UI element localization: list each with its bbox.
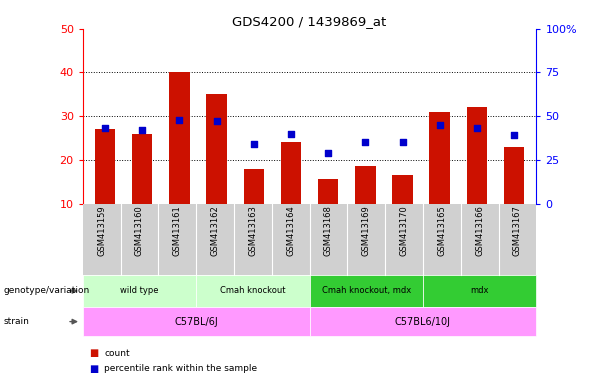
Point	[509, 132, 519, 139]
Text: Cmah knockout, mdx: Cmah knockout, mdx	[322, 286, 411, 295]
Point	[211, 118, 221, 124]
Text: wild type: wild type	[120, 286, 159, 295]
Bar	[392, 175, 413, 204]
Text: GSM413165: GSM413165	[437, 205, 446, 256]
Point	[249, 141, 259, 147]
Text: GSM413169: GSM413169	[362, 205, 371, 256]
Text: ■: ■	[89, 348, 98, 358]
Bar	[281, 142, 301, 204]
Text: C57BL6/10J: C57BL6/10J	[395, 316, 451, 327]
Text: ■: ■	[89, 364, 98, 374]
Bar	[318, 179, 338, 204]
Text: GSM413164: GSM413164	[286, 205, 295, 256]
Bar	[355, 166, 376, 204]
Point	[398, 139, 408, 146]
Text: GSM413168: GSM413168	[324, 205, 333, 256]
Bar	[207, 94, 227, 204]
Text: genotype/variation: genotype/variation	[3, 286, 89, 295]
Bar	[430, 112, 450, 204]
Text: C57BL/6J: C57BL/6J	[174, 316, 218, 327]
Text: GSM413167: GSM413167	[513, 205, 522, 256]
Text: GSM413162: GSM413162	[210, 205, 219, 256]
Text: Cmah knockout: Cmah knockout	[220, 286, 286, 295]
Text: GSM413170: GSM413170	[400, 205, 409, 256]
Bar	[504, 147, 524, 204]
Text: count: count	[104, 349, 130, 358]
Bar	[169, 73, 189, 204]
Text: GSM413160: GSM413160	[135, 205, 144, 256]
Text: GSM413166: GSM413166	[475, 205, 484, 256]
Point	[323, 150, 333, 156]
Text: percentile rank within the sample: percentile rank within the sample	[104, 364, 257, 373]
Point	[360, 139, 370, 146]
Point	[100, 125, 110, 131]
Text: GSM413161: GSM413161	[173, 205, 182, 256]
Bar	[466, 108, 487, 204]
Text: GSM413159: GSM413159	[97, 205, 106, 256]
Bar	[243, 169, 264, 204]
Point	[435, 122, 444, 128]
Text: GSM413163: GSM413163	[248, 205, 257, 256]
Title: GDS4200 / 1439869_at: GDS4200 / 1439869_at	[232, 15, 387, 28]
Point	[175, 117, 185, 123]
Text: strain: strain	[3, 317, 29, 326]
Point	[472, 125, 482, 131]
Text: mdx: mdx	[470, 286, 489, 295]
Point	[286, 131, 296, 137]
Bar	[132, 134, 153, 204]
Bar	[95, 129, 115, 204]
Point	[137, 127, 147, 133]
